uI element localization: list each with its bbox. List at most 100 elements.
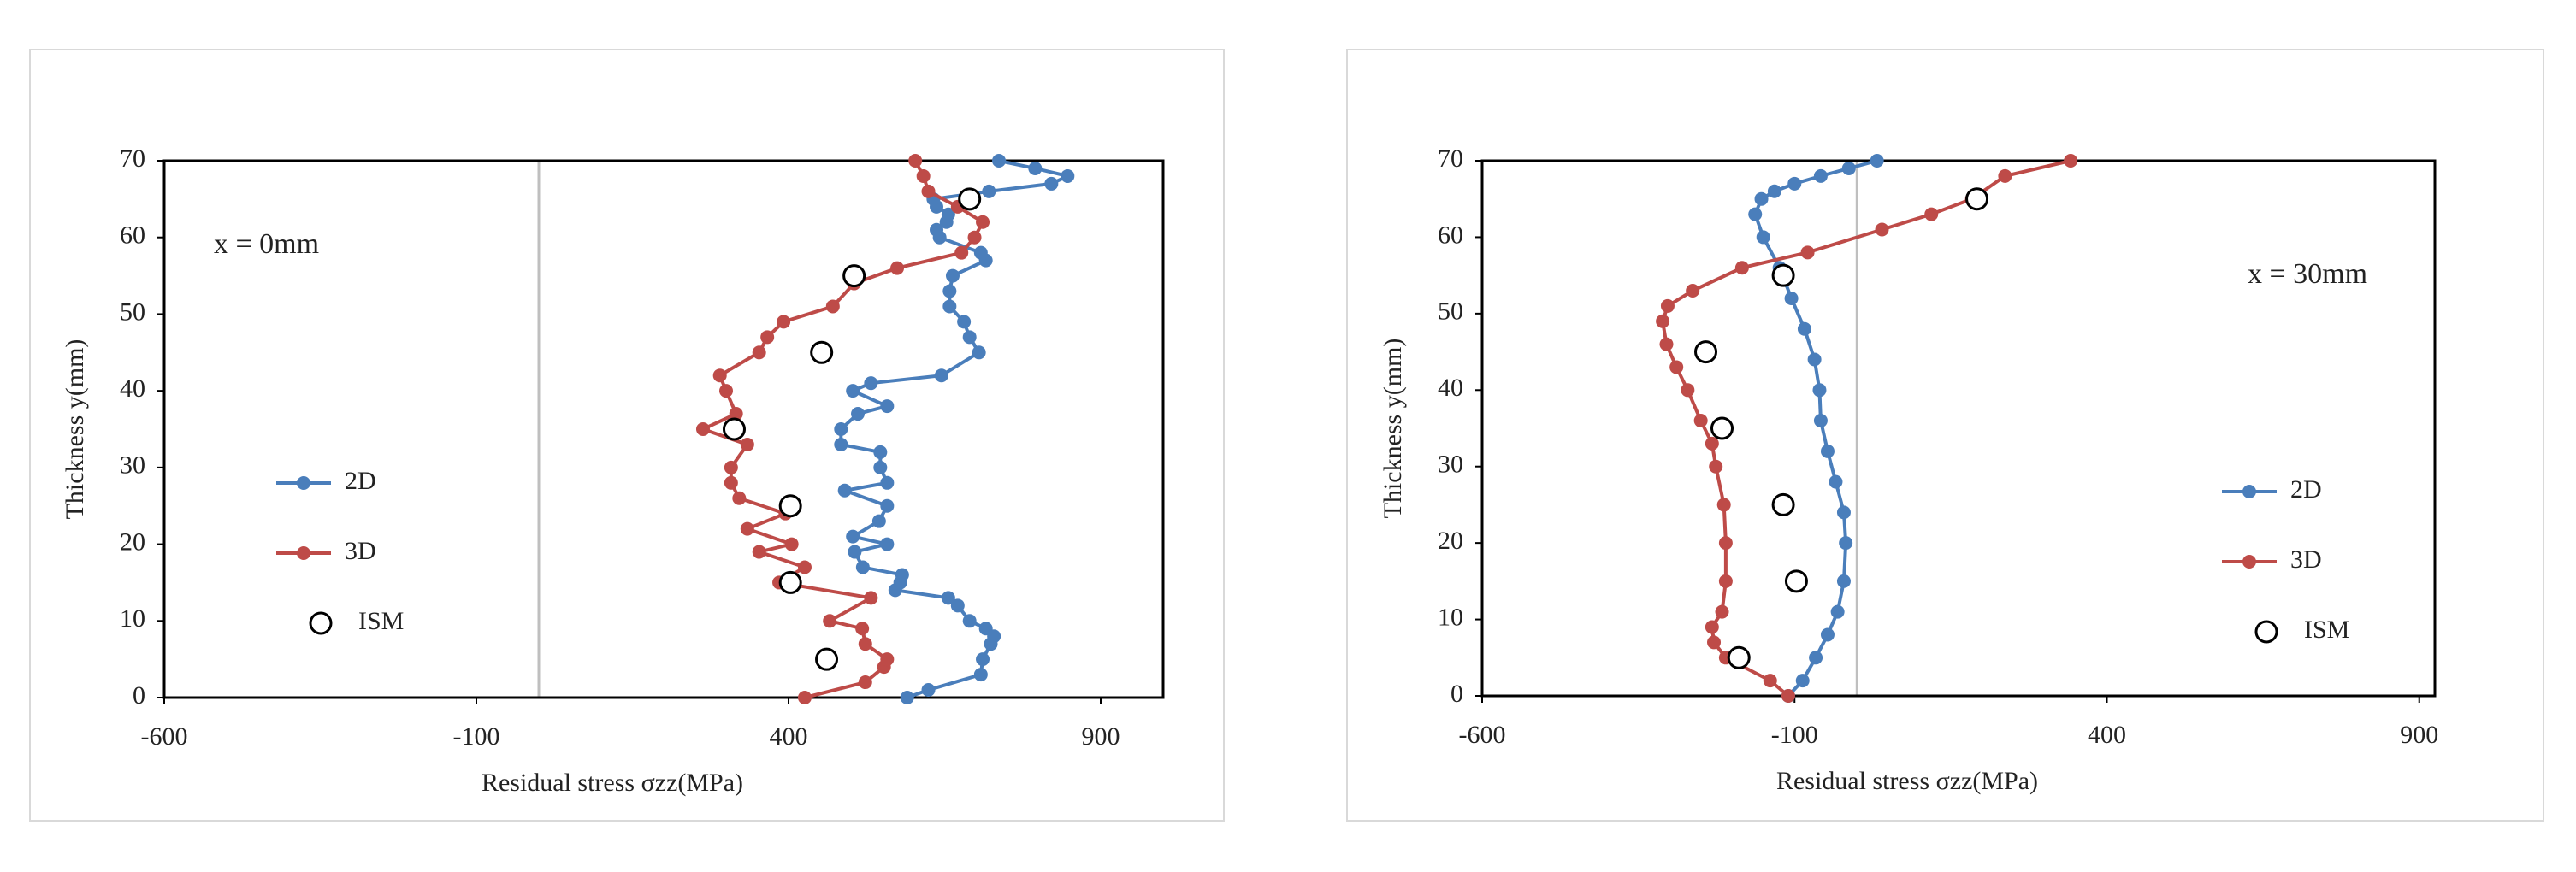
y-tick-label: 30 [120,451,145,480]
y-tick-label: 60 [120,221,145,250]
data-point [1836,505,1851,520]
data-point [976,215,990,229]
legend-marker [2242,555,2256,569]
data-point [957,315,972,329]
y-tick-label: 0 [1450,680,1463,708]
data-point [1709,459,1723,474]
data-point [724,475,738,490]
data-point [880,399,895,414]
data-point [695,422,710,436]
data-point [1839,536,1853,551]
data-point [815,647,839,671]
legend-label: 2D [2290,475,2322,504]
data-point [858,675,872,690]
data-point [864,376,878,391]
data-point [1669,360,1684,374]
data-point [895,568,909,582]
data-point [837,483,852,498]
data-point [873,460,888,474]
data-point [973,245,988,260]
data-point [1044,176,1059,191]
data-point [846,384,860,398]
data-point [1800,245,1815,260]
data-point [941,207,955,221]
data-point [1656,314,1670,328]
data-point [752,345,766,360]
data-point [871,514,886,528]
data-point [1028,161,1043,175]
data-point [1694,340,1718,364]
x-tick-label: -100 [1771,721,1818,749]
data-point [942,284,957,298]
y-tick-label: 50 [1438,298,1463,326]
data-point [1718,536,1733,551]
data-point [732,491,747,505]
legend-marker [2254,620,2278,644]
data-point [890,261,905,275]
data-point [1784,291,1799,305]
data-point [1061,168,1075,183]
data-point [1660,298,1675,313]
data-point [778,570,802,594]
data-point [810,340,834,364]
x-tick-label: -600 [1459,721,1506,749]
data-point [1734,261,1749,275]
data-point [950,598,965,613]
data-point [846,529,860,544]
data-point [880,537,895,551]
data-point [777,315,791,329]
data-point [864,591,878,605]
data-point [1813,168,1828,183]
y-tick-label: 10 [120,604,145,633]
data-point [1870,154,1884,168]
plot-border [1480,159,2437,698]
data-point [1787,176,1802,191]
data-point [1771,492,1795,516]
chart-frame [29,49,1225,822]
y-tick-label: 70 [120,144,145,173]
chart: -600 -100 400 900 0 10 20 30 40 50 60 70 Residual st… [29,49,1225,822]
data-point [880,652,895,667]
data-point [930,222,944,237]
data-point [1756,230,1770,245]
data-point [958,187,982,211]
data-point [921,184,936,198]
data-point [1716,498,1731,512]
data-point [992,154,1007,168]
data-point [1784,569,1808,593]
data-point [797,560,812,574]
legend-label: 3D [2290,545,2322,574]
data-point [1681,383,1695,398]
data-point [1705,620,1719,634]
data-point [1812,383,1827,398]
data-point [848,545,862,559]
data-point [1693,414,1708,428]
data-point [1767,184,1781,198]
legend-marker [297,476,310,490]
data-point [1659,337,1674,351]
data-point [972,345,986,360]
data-point [967,230,982,245]
x-axis-label: Residual stress σzz(MPa) [482,769,743,797]
y-tick-label: 70 [1438,144,1463,173]
x-tick-label: 900 [2400,721,2438,749]
data-point [851,407,866,421]
chart-frame [1346,49,2544,822]
legend-marker [297,546,310,560]
annotation: x = 30mm [2248,258,2367,290]
data-point [873,445,888,459]
y-tick-label: 60 [1438,221,1463,249]
legend-marker [309,611,333,635]
data-point [973,668,988,682]
data-point [962,330,977,345]
data-point [740,521,754,536]
data-point [712,368,727,383]
legend-label: ISM [358,607,404,635]
data-point [858,637,872,651]
data-point [1710,416,1734,440]
x-tick-label: -100 [453,722,500,751]
data-point [2064,154,2078,168]
data-point [1705,436,1719,451]
y-axis-label: Thickness y(mm) [1379,339,1407,519]
